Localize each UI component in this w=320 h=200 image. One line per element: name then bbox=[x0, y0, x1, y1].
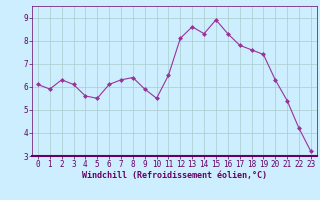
X-axis label: Windchill (Refroidissement éolien,°C): Windchill (Refroidissement éolien,°C) bbox=[82, 171, 267, 180]
